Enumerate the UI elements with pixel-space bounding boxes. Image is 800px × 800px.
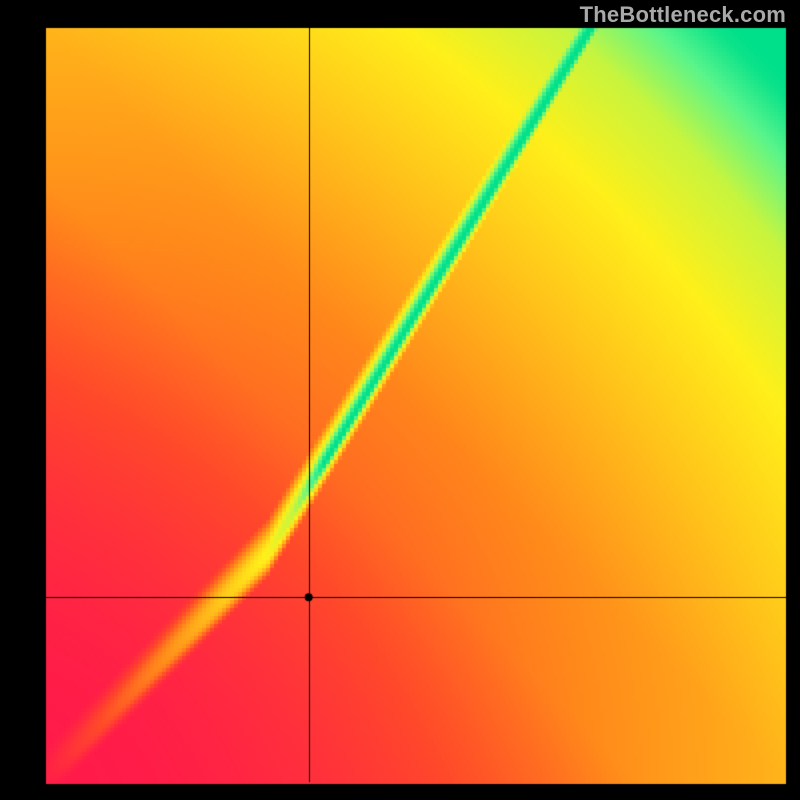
watermark-text: TheBottleneck.com xyxy=(580,2,786,28)
chart-container: TheBottleneck.com xyxy=(0,0,800,800)
heatmap-canvas xyxy=(0,0,800,800)
